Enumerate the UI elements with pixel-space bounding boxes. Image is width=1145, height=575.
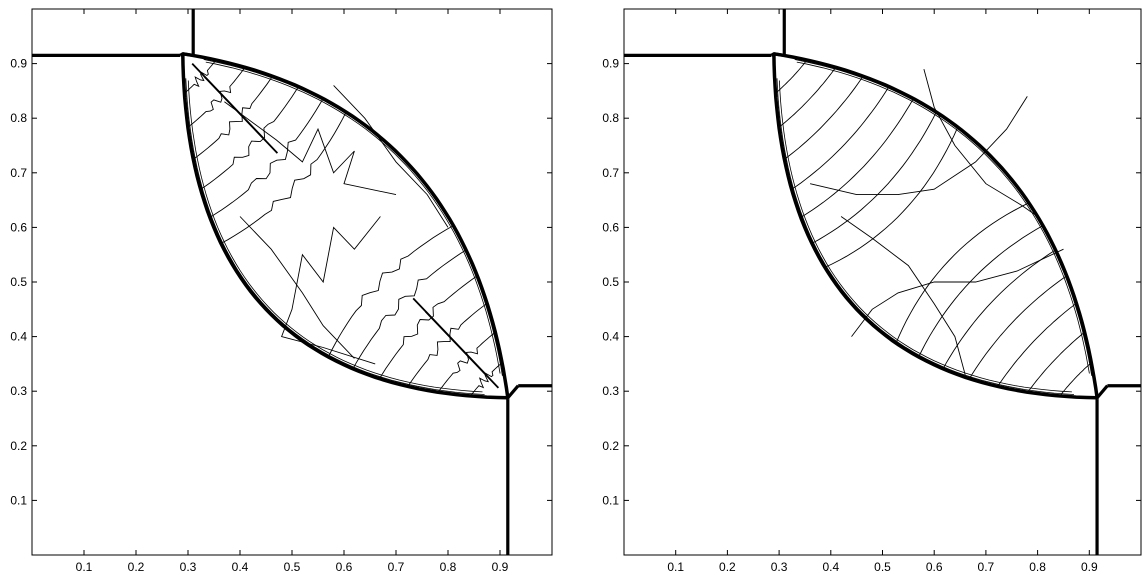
contour-line — [224, 101, 397, 196]
y-tick-label: 0.5 — [10, 275, 27, 289]
contour-line — [407, 302, 488, 387]
y-tick-label: 0.9 — [602, 57, 619, 71]
contour-line — [775, 59, 808, 94]
x-tick-label: 0.5 — [284, 560, 301, 574]
x-tick-label: 0.1 — [76, 560, 93, 574]
x-tick-label: 0.7 — [388, 560, 405, 574]
contour-line — [1027, 331, 1085, 393]
x-tick-label: 0.2 — [719, 560, 736, 574]
contour-line — [776, 78, 1075, 395]
contour-line — [281, 216, 381, 365]
y-tick-label: 0.8 — [602, 111, 619, 125]
contour-line — [840, 216, 966, 375]
y-tick-label: 0.4 — [10, 330, 27, 344]
x-tick-label: 0.4 — [232, 560, 249, 574]
x-tick-label: 0.2 — [128, 560, 145, 574]
axes-frame — [623, 8, 1142, 556]
contour-line — [200, 86, 299, 190]
contour-line — [352, 249, 467, 370]
contour-line — [778, 67, 837, 128]
contour-line — [918, 225, 1044, 358]
contour-line — [784, 75, 864, 160]
contour-line — [791, 86, 890, 190]
contour-line — [327, 225, 454, 358]
x-tick-label: 0.8 — [1029, 560, 1046, 574]
contour-line — [203, 59, 503, 376]
y-tick-label: 0.7 — [10, 166, 27, 180]
contour-line — [800, 98, 914, 218]
y-tick-label: 0.7 — [602, 166, 619, 180]
left-contour-panel: 0.1 0.2 0.3 0.4 0.5 0.6 0.7 0.8 0.9 0.1 0.2 0.3 0.4 0… — [10, 8, 553, 574]
y-tick-label: 0.4 — [602, 330, 619, 344]
contour-line — [184, 59, 217, 94]
contour-line — [379, 275, 478, 379]
x-tick-label: 0.3 — [771, 560, 788, 574]
jet-contour — [424, 310, 500, 389]
y-tick-label: 0.3 — [602, 384, 619, 398]
contour-line — [796, 61, 1090, 374]
right-contour-panel: 0.1 0.2 0.3 0.4 0.5 0.6 0.7 0.8 0.9 0.1 0.2 0.3 0.4 0… — [602, 8, 1142, 574]
contour-line — [779, 80, 1072, 393]
x-tick-label: 0.9 — [492, 560, 509, 574]
contour-line — [969, 275, 1067, 379]
contour-line — [851, 248, 1064, 337]
y-tick-label: 0.6 — [602, 220, 619, 234]
contour-line — [239, 216, 355, 359]
jet-contour — [203, 76, 279, 154]
contour-line — [437, 331, 496, 393]
x-tick-label: 0.4 — [822, 560, 839, 574]
y-tick-label: 0.1 — [10, 493, 27, 507]
contour-line — [824, 126, 959, 268]
y-tick-label: 0.5 — [602, 275, 619, 289]
x-tick-label: 0.9 — [1081, 560, 1098, 574]
y-tick-label: 0.3 — [10, 384, 27, 398]
contour-line — [209, 98, 324, 218]
axes-frame — [31, 8, 553, 556]
contour-line — [470, 362, 503, 397]
lens-lower-shock — [181, 53, 508, 400]
contour-line — [187, 67, 246, 128]
lens-upper-shock — [773, 52, 1099, 399]
y-tick-label: 0.1 — [602, 493, 619, 507]
contour-line — [794, 59, 1093, 376]
y-tick-label: 0.2 — [602, 439, 619, 453]
contour-line — [809, 96, 1028, 196]
x-tick-label: 0.1 — [667, 560, 684, 574]
contour-line — [333, 85, 449, 228]
y-tick-label: 0.2 — [10, 439, 27, 453]
x-tick-label: 0.6 — [926, 560, 943, 574]
x-tick-label: 0.3 — [180, 560, 197, 574]
contour-line — [811, 111, 937, 244]
x-tick-label: 0.7 — [978, 560, 995, 574]
contour-line — [997, 302, 1077, 387]
y-tick-label: 0.8 — [10, 111, 27, 125]
contour-line — [942, 249, 1056, 370]
contour-line — [923, 68, 1038, 217]
x-tick-label: 0.8 — [440, 560, 457, 574]
contour-line — [205, 61, 501, 374]
contour-line — [1059, 362, 1092, 397]
x-tick-label: 0.5 — [874, 560, 891, 574]
contour-line — [220, 111, 347, 244]
lens-lower-shock — [772, 53, 1098, 400]
contour-line — [185, 78, 485, 395]
contour-line — [895, 202, 1030, 344]
y-tick-label: 0.6 — [10, 220, 27, 234]
contour-line — [187, 80, 483, 393]
contour-line — [193, 75, 273, 160]
lens-upper-shock — [182, 52, 510, 399]
y-tick-label: 0.9 — [10, 57, 27, 71]
x-tick-label: 0.6 — [336, 560, 353, 574]
